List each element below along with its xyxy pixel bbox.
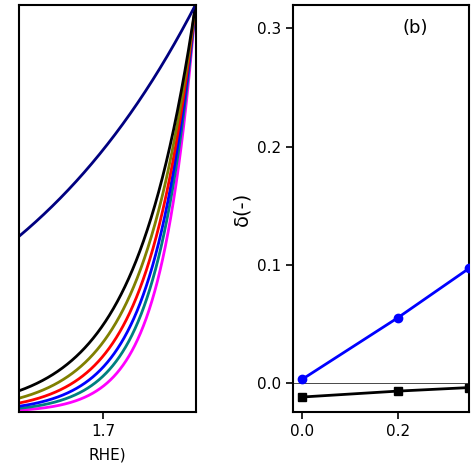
Text: RHE): RHE) — [89, 447, 126, 462]
Text: (b): (b) — [402, 19, 428, 37]
Y-axis label: δ(-): δ(-) — [232, 191, 251, 226]
